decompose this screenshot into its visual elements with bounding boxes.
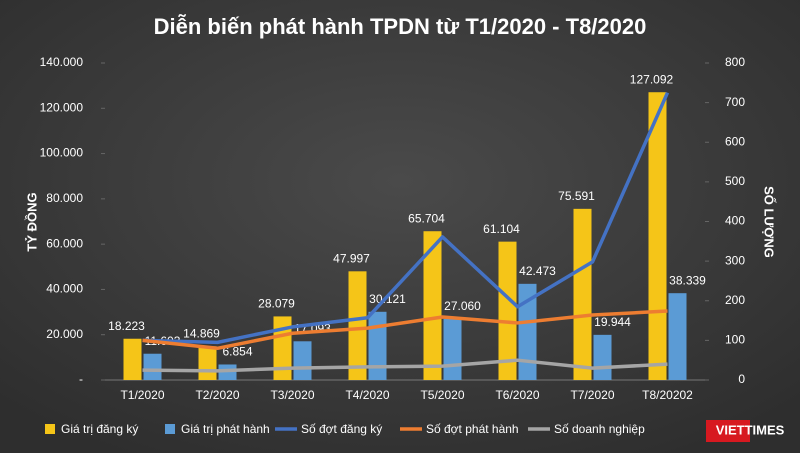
y-tick-label: 60.000 bbox=[46, 236, 83, 250]
y2-tick-label: 200 bbox=[725, 293, 745, 307]
bar bbox=[123, 338, 142, 380]
legend-swatch bbox=[45, 424, 55, 434]
y2-tick-label: 500 bbox=[725, 174, 745, 188]
bar bbox=[198, 346, 217, 380]
legend-label: Số đợt đăng ký bbox=[301, 422, 382, 436]
bar bbox=[143, 353, 162, 380]
y-tick-label: 120.000 bbox=[40, 100, 84, 114]
y2-axis-label: SỐ LƯỢNG bbox=[762, 186, 777, 258]
y2-tick-label: 300 bbox=[725, 253, 745, 267]
line bbox=[142, 92, 670, 345]
x-tick-label: T3/2020 bbox=[270, 388, 314, 402]
watermark: VIETTIMES bbox=[716, 422, 785, 437]
y2-tick-label: 800 bbox=[725, 55, 745, 69]
data-label: 75.591 bbox=[558, 189, 595, 203]
x-tick-label: T4/2020 bbox=[345, 388, 389, 402]
bar bbox=[593, 334, 612, 380]
y-tick-label: 80.000 bbox=[46, 191, 83, 205]
x-tick-label: T5/2020 bbox=[420, 388, 464, 402]
y-tick-label: 140.000 bbox=[40, 55, 84, 69]
legend-label: Số doanh nghiệp bbox=[554, 422, 645, 436]
bar bbox=[668, 293, 687, 380]
legend-label: Số đợt phát hành bbox=[426, 422, 519, 436]
data-label: 18.223 bbox=[108, 319, 145, 333]
x-tick-label: T1/2020 bbox=[120, 388, 164, 402]
data-label: 61.104 bbox=[483, 222, 520, 236]
data-label: 6.854 bbox=[222, 345, 252, 359]
bar bbox=[518, 283, 537, 380]
y-tick-label: 20.000 bbox=[46, 327, 83, 341]
bar bbox=[573, 208, 592, 380]
data-label: 27.060 bbox=[444, 299, 481, 313]
bar bbox=[648, 92, 667, 380]
data-label: 30.121 bbox=[369, 292, 406, 306]
bar bbox=[498, 241, 517, 380]
data-label: 38.339 bbox=[669, 273, 706, 287]
y-tick-label: - bbox=[79, 372, 83, 386]
data-label: 47.997 bbox=[333, 251, 370, 265]
line bbox=[142, 309, 668, 351]
bar bbox=[443, 318, 462, 380]
y2-tick-label: 0 bbox=[738, 372, 745, 386]
x-tick-label: T2/2020 bbox=[195, 388, 239, 402]
data-label: 127.092 bbox=[630, 72, 674, 86]
y2-tick-label: 600 bbox=[725, 134, 745, 148]
data-label: 65.704 bbox=[408, 211, 445, 225]
bar bbox=[348, 271, 367, 380]
x-tick-label: T6/2020 bbox=[495, 388, 539, 402]
y-tick-label: 40.000 bbox=[46, 282, 83, 296]
legend-label: Giá trị phát hành bbox=[181, 422, 270, 436]
y-axis-label: TỶ ĐỒNG bbox=[24, 192, 39, 251]
data-label: 42.473 bbox=[519, 264, 556, 278]
line bbox=[142, 358, 668, 373]
y2-tick-label: 700 bbox=[725, 95, 745, 109]
bar bbox=[273, 316, 292, 380]
data-label: 14.869 bbox=[183, 327, 220, 341]
x-tick-label: T8/20202 bbox=[642, 388, 693, 402]
y2-tick-label: 100 bbox=[725, 333, 745, 347]
bar bbox=[368, 311, 387, 380]
data-label: 19.944 bbox=[594, 315, 631, 329]
x-tick-label: T7/2020 bbox=[570, 388, 614, 402]
bar bbox=[293, 341, 312, 380]
logo-box bbox=[706, 420, 750, 442]
chart-title: Diễn biến phát hành TPDN từ T1/2020 - T8… bbox=[154, 14, 647, 39]
y2-tick-label: 400 bbox=[725, 214, 745, 228]
data-label: 28.079 bbox=[258, 297, 295, 311]
bar bbox=[423, 231, 442, 380]
y-tick-label: 100.000 bbox=[40, 146, 84, 160]
legend-label: Giá trị đăng ký bbox=[61, 422, 138, 436]
legend-swatch bbox=[165, 424, 175, 434]
